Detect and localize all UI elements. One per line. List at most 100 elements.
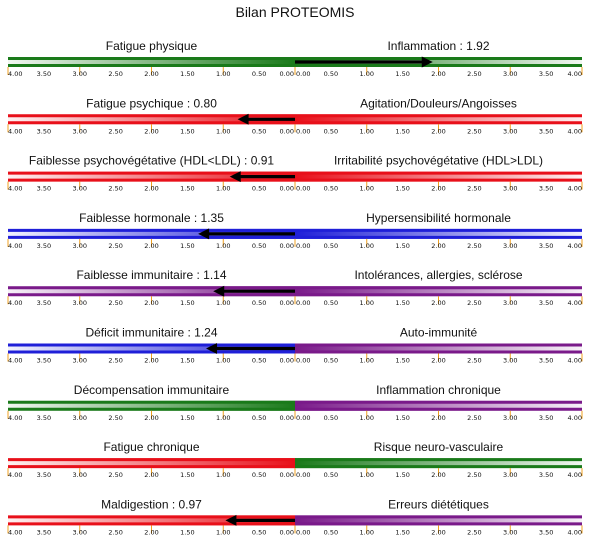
tick-label: 3.00 — [503, 357, 517, 365]
tick-label: 1.50 — [395, 185, 409, 193]
arrow-head — [225, 514, 237, 526]
tick-label: 4.00 — [8, 299, 22, 307]
row-9: Maldigestion : 0.97 Erreurs diététiques 4.… — [7, 497, 583, 536]
left-label: Fatigue chronique — [103, 440, 199, 454]
tick-label: 0.00 — [280, 528, 294, 536]
tick-label: 4.00 — [8, 414, 22, 422]
tick-label: 4.00 — [8, 357, 22, 365]
chart-title: Bilan PROTEOMIS — [235, 4, 355, 20]
tick-label: 2.00 — [144, 528, 158, 536]
tick-label: 1.50 — [395, 471, 409, 479]
tick-label: 3.00 — [73, 357, 87, 365]
tick-label: 1.50 — [180, 185, 194, 193]
left-label: Maldigestion : 0.97 — [101, 497, 202, 511]
tick-label: 4.00 — [8, 528, 22, 536]
right-label: Hypersensibilité hormonale — [366, 211, 511, 225]
right-band — [295, 343, 582, 354]
tick-label: 3.00 — [503, 299, 517, 307]
tick-label: 4.00 — [568, 357, 582, 365]
tick-label: 3.00 — [73, 185, 87, 193]
tick-label: 1.50 — [180, 70, 194, 78]
tick-label: 0.00 — [280, 299, 294, 307]
left-band — [8, 515, 295, 526]
tick-label: 0.50 — [252, 414, 266, 422]
tick-label: 3.00 — [73, 299, 87, 307]
tick-label: 0.50 — [324, 528, 338, 536]
tick-label: 0.50 — [252, 357, 266, 365]
tick-label: 3.00 — [73, 528, 87, 536]
tick-label: 3.00 — [503, 185, 517, 193]
tick-label: 0.00 — [280, 242, 294, 250]
left-label: Fatigue physique — [106, 39, 198, 53]
tick-label: 4.00 — [568, 471, 582, 479]
arrow-head — [213, 285, 225, 297]
tick-label: 1.00 — [360, 127, 374, 135]
tick-label: 0.00 — [296, 242, 310, 250]
tick-label: 2.00 — [431, 127, 445, 135]
tick-label: 3.50 — [539, 70, 553, 78]
right-label: Erreurs diététiques — [388, 497, 489, 511]
tick-label: 2.50 — [467, 242, 481, 250]
arrow-head — [206, 343, 218, 354]
tick-label: 1.50 — [395, 70, 409, 78]
tick-label: 0.50 — [324, 471, 338, 479]
tick-label: 1.50 — [395, 299, 409, 307]
tick-label: 1.00 — [216, 185, 230, 193]
tick-label: 0.50 — [324, 242, 338, 250]
tick-label: 4.00 — [568, 127, 582, 135]
left-band — [8, 458, 295, 469]
tick-label: 1.00 — [360, 299, 374, 307]
right-band — [295, 458, 582, 469]
tick-label: 1.50 — [180, 127, 194, 135]
right-label: Inflammation chronique — [376, 383, 501, 397]
tick-label: 1.00 — [216, 357, 230, 365]
tick-label: 1.00 — [360, 185, 374, 193]
tick-label: 3.50 — [539, 471, 553, 479]
tick-label: 4.00 — [8, 185, 22, 193]
tick-label: 0.00 — [296, 471, 310, 479]
tick-label: 2.50 — [108, 185, 122, 193]
tick-label: 0.00 — [296, 299, 310, 307]
tick-label: 3.50 — [539, 357, 553, 365]
tick-label: 0.50 — [324, 70, 338, 78]
right-label: Intolérances, allergies, sclérose — [354, 268, 522, 282]
tick-label: 2.50 — [108, 528, 122, 536]
tick-label: 1.00 — [216, 528, 230, 536]
tick-label: 4.00 — [8, 127, 22, 135]
tick-label: 0.50 — [252, 242, 266, 250]
tick-label: 3.50 — [37, 299, 51, 307]
tick-label: 3.00 — [503, 70, 517, 78]
right-band — [295, 57, 582, 67]
tick-label: 1.50 — [180, 414, 194, 422]
tick-label: 1.00 — [216, 471, 230, 479]
tick-label: 4.00 — [8, 70, 22, 78]
right-label: Risque neuro-vasculaire — [374, 440, 504, 454]
row-5: Faiblesse immunitaire : 1.14 Intolérances… — [7, 268, 583, 307]
tick-label: 4.00 — [8, 471, 22, 479]
right-band — [295, 286, 582, 297]
tick-label: 0.50 — [252, 70, 266, 78]
left-label: Faiblesse hormonale : 1.35 — [79, 211, 224, 225]
right-band — [295, 515, 582, 526]
tick-label: 1.50 — [395, 242, 409, 250]
tick-label: 3.00 — [73, 242, 87, 250]
tick-label: 0.00 — [280, 127, 294, 135]
tick-label: 1.50 — [395, 414, 409, 422]
tick-label: 0.00 — [280, 185, 294, 193]
right-label: Auto-immunité — [400, 326, 478, 340]
tick-label: 0.00 — [280, 414, 294, 422]
tick-label: 0.50 — [252, 299, 266, 307]
tick-label: 2.00 — [431, 299, 445, 307]
tick-label: 3.50 — [37, 185, 51, 193]
tick-label: 0.50 — [252, 528, 266, 536]
tick-label: 4.00 — [568, 414, 582, 422]
tick-label: 2.50 — [108, 471, 122, 479]
tick-label: 1.50 — [395, 357, 409, 365]
left-band — [8, 343, 295, 354]
left-band — [8, 228, 295, 239]
row-8: Fatigue chronique Risque neuro-vasculaire… — [7, 440, 583, 479]
tick-label: 2.00 — [144, 127, 158, 135]
tick-label: 3.00 — [503, 127, 517, 135]
tick-label: 1.00 — [360, 471, 374, 479]
tick-label: 4.00 — [568, 299, 582, 307]
